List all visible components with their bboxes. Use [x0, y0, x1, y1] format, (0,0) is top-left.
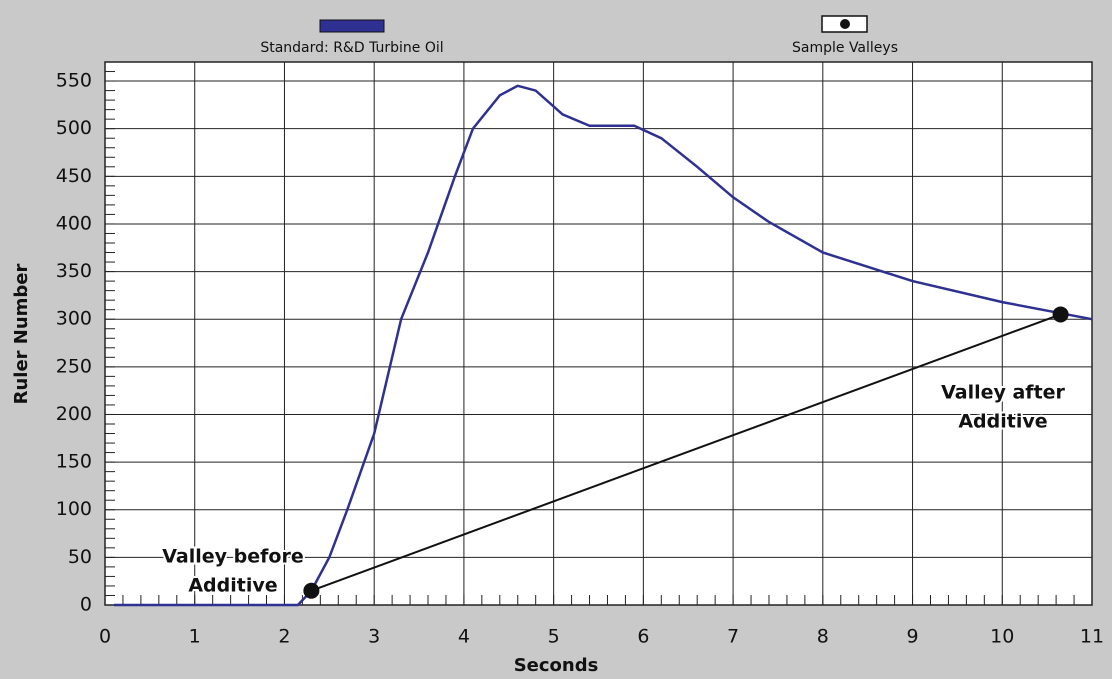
legend-label: Sample Valleys	[792, 40, 898, 56]
x-tick-label: 8	[817, 626, 829, 648]
legend-swatch	[840, 19, 850, 29]
y-tick-label: 550	[56, 70, 92, 92]
x-tick-label: 5	[548, 626, 560, 648]
x-tick-label: 2	[278, 626, 290, 648]
x-tick-label: 1	[189, 626, 201, 648]
x-tick-label: 3	[368, 626, 380, 648]
y-tick-label: 400	[56, 212, 92, 234]
valley-point	[1052, 306, 1069, 323]
y-tick-label: 450	[56, 165, 92, 187]
y-tick-label: 250	[56, 355, 92, 377]
valley-point	[303, 582, 320, 599]
y-tick-label: 0	[80, 594, 92, 616]
x-tick-label: 4	[458, 626, 470, 648]
x-tick-label: 7	[727, 626, 739, 648]
y-tick-label: 200	[56, 403, 92, 425]
y-tick-label: 300	[56, 308, 92, 330]
legend-swatch	[319, 19, 385, 33]
y-tick-label: 350	[56, 260, 92, 282]
y-tick-label: 100	[56, 498, 92, 520]
annotation: Additive	[958, 411, 1047, 433]
x-tick-label: 6	[637, 626, 649, 648]
plot-border	[104, 61, 1093, 606]
y-tick-label: 500	[56, 117, 92, 139]
x-tick-label: 10	[990, 626, 1014, 648]
line-series	[114, 84, 1093, 607]
annotation: Valley before	[162, 546, 303, 568]
x-tick-label: 0	[99, 626, 111, 648]
plot-area	[105, 62, 1092, 605]
x-tick-label: 9	[906, 626, 918, 648]
y-tick-label: 50	[68, 546, 92, 568]
annotation: Valley after	[941, 382, 1065, 404]
valley-line	[311, 313, 1061, 592]
annotation: Additive	[188, 575, 277, 597]
x-tick-label: 11	[1080, 626, 1104, 648]
y-tick-label: 150	[56, 451, 92, 473]
y-axis-label: Ruler Number	[11, 263, 32, 404]
x-axis-label: Seconds	[514, 655, 599, 676]
legend-label: Standard: R&D Turbine Oil	[260, 40, 443, 56]
